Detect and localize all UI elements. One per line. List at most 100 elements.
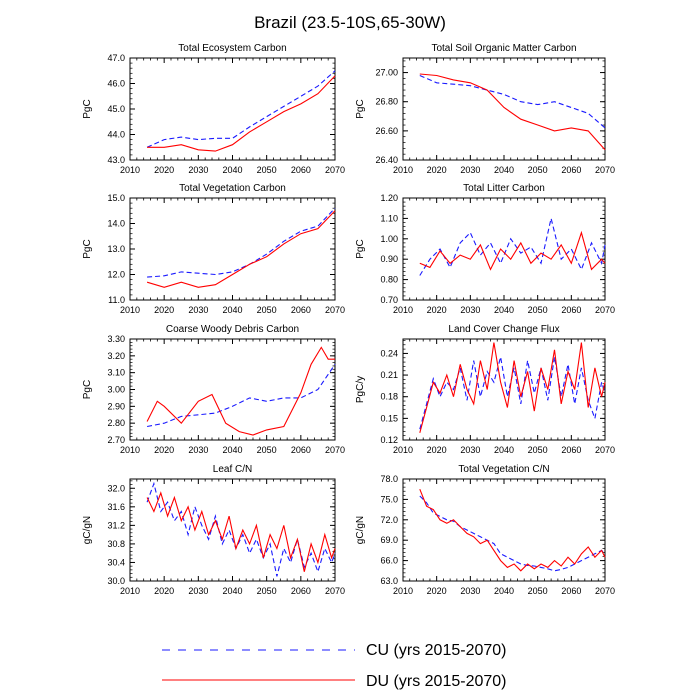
x-tick-label: 2020: [154, 445, 174, 455]
y-tick-label: 1.20: [380, 193, 398, 203]
x-tick-label: 2060: [291, 445, 311, 455]
x-tick-label: 2030: [188, 165, 208, 175]
y-tick-label: 0.90: [380, 254, 398, 264]
series-line-cu: [419, 218, 606, 276]
y-tick-label: 66.0: [380, 556, 398, 566]
x-tick-label: 2050: [257, 165, 277, 175]
panel-4: Total Litter Carbon PgC 2010 2020 2030 2040 20…: [355, 183, 615, 315]
x-tick-label: 2060: [561, 305, 581, 315]
panel-6: Land Cover Change Flux PgC/y 2010 2020 2030 2…: [355, 324, 615, 455]
y-tick-label: 0.80: [380, 275, 398, 285]
y-tick-label: 63.0: [380, 576, 398, 586]
x-tick-label: 2020: [154, 305, 174, 315]
series-line-du: [147, 75, 336, 152]
x-tick-label: 2060: [291, 165, 311, 175]
y-tick-label: 2.70: [107, 435, 125, 445]
series-line-du: [419, 230, 606, 271]
y-axis-label: PgC: [82, 239, 93, 258]
y-tick-label: 3.20: [107, 351, 125, 361]
y-tick-label: 15.0: [107, 193, 125, 203]
x-tick-label: 2070: [325, 305, 345, 315]
y-tick-label: 1.10: [380, 213, 398, 223]
y-axis-label: PgC: [355, 99, 366, 118]
x-tick-label: 2040: [494, 445, 514, 455]
panel-1: Total Ecosystem Carbon PgC 2010 2020 2030 204…: [82, 43, 345, 175]
x-tick-label: 2040: [222, 165, 242, 175]
x-tick-label: 2060: [561, 445, 581, 455]
x-tick-label: 2050: [257, 305, 277, 315]
y-tick-label: 44.0: [107, 130, 125, 140]
x-tick-label: 2030: [460, 165, 480, 175]
x-tick-label: 2020: [154, 165, 174, 175]
x-tick-label: 2050: [257, 445, 277, 455]
x-tick-label: 2060: [291, 586, 311, 596]
y-tick-label: 43.0: [107, 155, 125, 165]
y-tick-label: 0.12: [380, 435, 398, 445]
x-tick-label: 2070: [595, 445, 615, 455]
series-line-du: [146, 491, 336, 572]
x-tick-label: 2020: [427, 586, 447, 596]
y-axis-label: PgC/y: [355, 376, 366, 403]
legend-cu-label: CU (yrs 2015-2070): [366, 642, 507, 659]
y-tick-label: 31.6: [107, 502, 125, 512]
series-line-du: [419, 488, 606, 572]
x-tick-label: 2070: [325, 445, 345, 455]
plot-frame: [402, 478, 606, 582]
y-tick-label: 30.4: [107, 557, 125, 567]
y-tick-label: 0.70: [380, 295, 398, 305]
x-tick-label: 2010: [120, 165, 140, 175]
y-tick-label: 12.0: [107, 270, 125, 280]
series-line-du: [419, 73, 606, 151]
x-tick-label: 2040: [494, 586, 514, 596]
panel-3: Total Vegetation Carbon PgC 2010 2020 2030 20…: [82, 183, 345, 315]
y-axis-label: PgC: [82, 380, 93, 399]
x-tick-label: 2020: [427, 445, 447, 455]
panel-7: Leaf C/N gC/gN 2010 2020 2030 2040 2050 2060 207…: [82, 464, 345, 596]
series-line-cu: [147, 207, 336, 278]
panel-8: Total Vegetation C/N gC/gN 2010 2020 2030 204…: [355, 464, 615, 596]
y-tick-label: 69.0: [380, 535, 398, 545]
x-tick-label: 2040: [494, 165, 514, 175]
x-tick-label: 2020: [427, 305, 447, 315]
x-tick-label: 2030: [188, 586, 208, 596]
plot-frame: [402, 197, 606, 301]
y-axis-label: PgC: [82, 99, 93, 118]
y-tick-label: 32.0: [107, 483, 125, 493]
x-tick-label: 2010: [393, 586, 413, 596]
y-axis-label: gC/gN: [355, 516, 366, 544]
x-tick-label: 2070: [595, 305, 615, 315]
y-tick-label: 2.80: [107, 418, 125, 428]
x-tick-label: 2040: [222, 305, 242, 315]
series-line-du: [146, 346, 335, 436]
y-axis-label: PgC: [355, 239, 366, 258]
y-tick-label: 3.00: [107, 385, 125, 395]
series-line-cu: [146, 363, 336, 428]
x-tick-label: 2040: [222, 445, 242, 455]
x-tick-label: 2040: [222, 586, 242, 596]
x-tick-label: 2020: [427, 165, 447, 175]
x-tick-label: 2010: [120, 586, 140, 596]
series-line-cu: [146, 70, 336, 148]
x-tick-label: 2070: [325, 165, 345, 175]
plot-frame: [129, 338, 336, 441]
y-tick-label: 0.15: [380, 413, 398, 423]
y-tick-label: 11.0: [108, 295, 125, 305]
x-tick-label: 2010: [393, 305, 413, 315]
panel-title: Coarse Woody Debris Carbon: [166, 324, 299, 335]
x-tick-label: 2040: [494, 305, 514, 315]
series-line-cu: [419, 356, 606, 430]
x-tick-label: 2050: [528, 165, 548, 175]
series-line-du: [419, 342, 606, 433]
y-tick-label: 0.24: [380, 348, 398, 358]
x-tick-label: 2070: [595, 165, 615, 175]
x-tick-label: 2060: [291, 305, 311, 315]
x-tick-label: 2030: [460, 305, 480, 315]
panel-title: Land Cover Change Flux: [448, 324, 559, 335]
figure-title: Brazil (23.5-10S,65-30W): [254, 13, 446, 32]
x-tick-label: 2030: [460, 586, 480, 596]
y-tick-label: 26.40: [375, 155, 398, 165]
panel-title: Total Litter Carbon: [463, 183, 545, 194]
y-tick-label: 1.00: [380, 234, 398, 244]
series-line-cu: [419, 74, 606, 129]
